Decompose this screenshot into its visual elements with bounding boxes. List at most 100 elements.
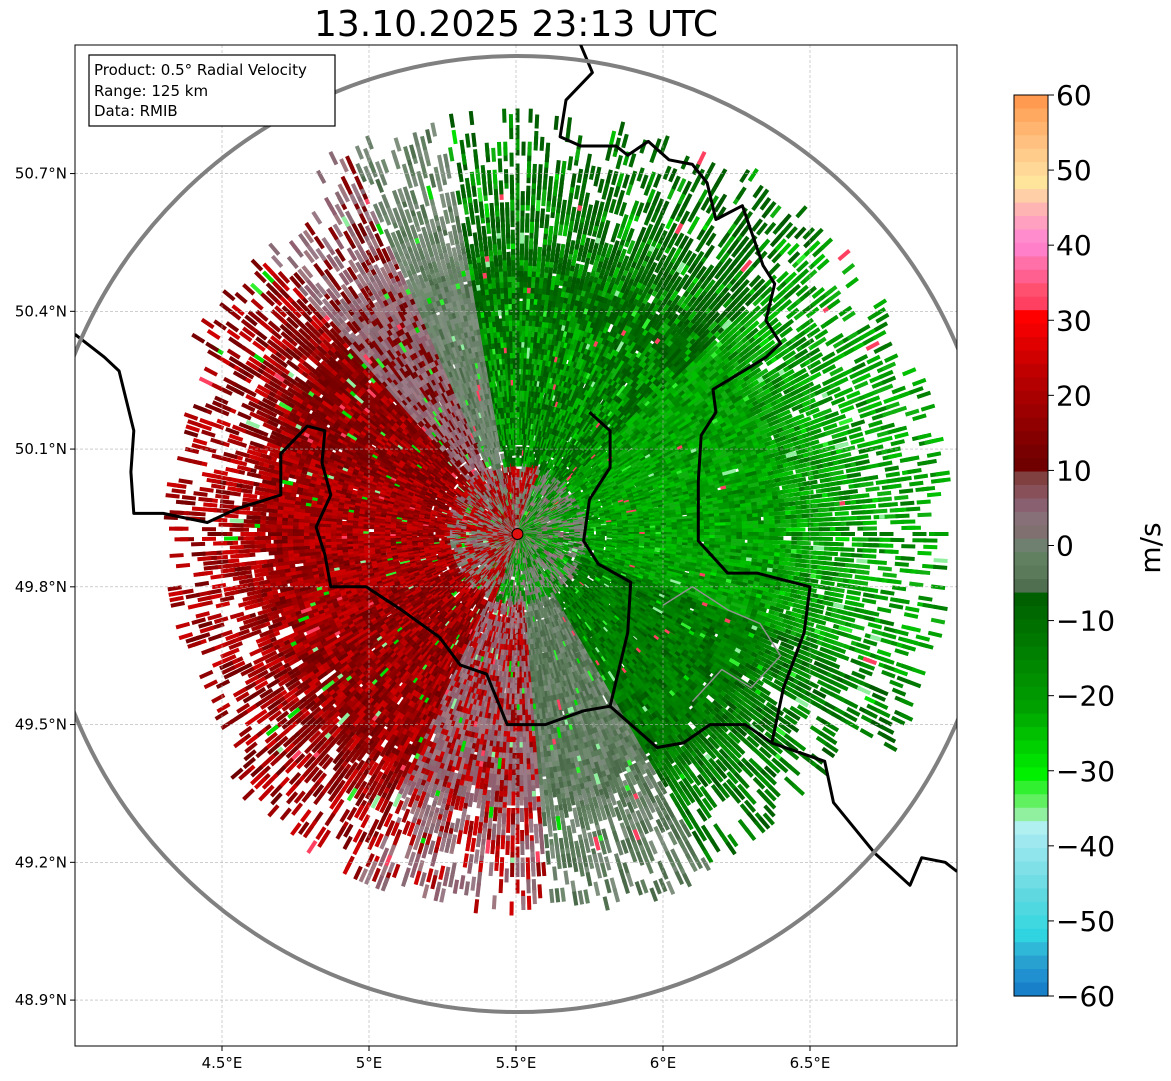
- colorbar-segment: [1014, 727, 1048, 742]
- y-tick-label: 50.7°N: [15, 165, 67, 183]
- colorbar-segment: [1014, 269, 1048, 284]
- colorbar-segment: [1014, 135, 1048, 150]
- colorbar-segment: [1014, 955, 1048, 970]
- colorbar-segment: [1014, 296, 1048, 311]
- colorbar-segment: [1014, 363, 1048, 379]
- colorbar-segment: [1014, 323, 1048, 338]
- colorbar-segment: [1014, 310, 1048, 325]
- colorbar-segment: [1014, 969, 1048, 984]
- info-range: Range: 125 km: [94, 82, 208, 100]
- colorbar-tick-label: 50: [1056, 154, 1092, 187]
- colorbar-segment: [1014, 484, 1048, 500]
- radar-site-marker: [511, 528, 524, 541]
- radar-map: 4.5°E 5°E 5.5°E 6°E 6.5°E 50.7°N 50.4°N 50.1°N 4…: [15, 44, 958, 1072]
- colorbar-segment: [1014, 538, 1048, 553]
- colorbar-segment: [1014, 390, 1048, 405]
- colorbar-segment: [1014, 283, 1048, 298]
- colorbar-segment: [1014, 242, 1048, 257]
- colorbar-segment: [1014, 700, 1048, 715]
- colorbar-segment: [1014, 579, 1048, 594]
- colorbar-segment: [1014, 848, 1048, 863]
- colorbar-segment: [1014, 95, 1048, 110]
- colorbar-segment: [1014, 525, 1048, 540]
- colorbar-segment: [1014, 337, 1048, 352]
- y-tick-label: 50.4°N: [15, 302, 67, 320]
- colorbar-segment: [1014, 202, 1048, 217]
- x-tick-label: 6°E: [650, 1054, 677, 1072]
- x-tick-label: 5°E: [356, 1054, 383, 1072]
- x-tick-label: 4.5°E: [202, 1054, 243, 1072]
- colorbar-segment: [1014, 458, 1048, 473]
- colorbar-segment: [1014, 659, 1048, 674]
- colorbar-segment: [1014, 377, 1048, 392]
- colorbar-segment: [1014, 767, 1048, 782]
- colorbar-segment: [1014, 861, 1048, 876]
- colorbar-tick-label: −10: [1056, 605, 1115, 638]
- colorbar-segment: [1014, 619, 1048, 634]
- colorbar-tick-label: 10: [1056, 454, 1092, 487]
- colorbar-tick-label: −60: [1056, 980, 1115, 1013]
- colorbar-segment: [1014, 417, 1048, 432]
- colorbar-segment: [1014, 404, 1048, 419]
- colorbar-tick-label: 0: [1056, 530, 1074, 563]
- colorbar-segment: [1014, 901, 1048, 916]
- gridlines: [75, 45, 957, 1046]
- y-tick-label: 49.8°N: [15, 578, 67, 596]
- colorbar-segment: [1014, 646, 1048, 661]
- admin-boundary: [662, 586, 782, 703]
- colorbar-label: m/s: [1134, 522, 1167, 573]
- range-ring: [75, 54, 957, 1014]
- colorbar-tick-label: 60: [1056, 79, 1092, 112]
- colorbar-segment: [1014, 632, 1048, 647]
- colorbar-segment: [1014, 874, 1048, 890]
- border-belgium-france: [75, 45, 812, 749]
- colorbar-tick-label: −20: [1056, 680, 1115, 713]
- colorbar-segment: [1014, 498, 1048, 513]
- colorbar-segment: [1014, 511, 1048, 526]
- chart-title: 13.10.2025 23:13 UTC: [313, 4, 719, 45]
- info-data: Data: RMIB: [94, 102, 178, 120]
- colorbar-segment: [1014, 229, 1048, 244]
- colorbar-tick-label: −50: [1056, 905, 1115, 938]
- y-tick-label: 48.9°N: [15, 991, 67, 1009]
- colorbar-segment: [1014, 121, 1048, 136]
- y-tick-label: 50.1°N: [15, 440, 67, 458]
- colorbar-segment: [1014, 256, 1048, 271]
- colorbar-segment: [1014, 780, 1048, 795]
- colorbar-segment: [1014, 565, 1048, 580]
- colorbar-tick-label: 20: [1056, 379, 1092, 412]
- colorbar-segment: [1014, 821, 1048, 836]
- colorbar-segment: [1014, 606, 1048, 621]
- colorbar-segment: [1014, 928, 1048, 943]
- colorbar-tick-label: −40: [1056, 830, 1115, 863]
- colorbar-segment: [1014, 592, 1048, 607]
- info-box: Product: 0.5° Radial Velocity Range: 125 …: [88, 54, 336, 127]
- border-france-germany: [771, 741, 957, 887]
- colorbar-segment: [1014, 740, 1048, 755]
- colorbar-segment: [1014, 915, 1048, 930]
- colorbar-segment: [1014, 673, 1048, 688]
- colorbar-tick-label: 30: [1056, 304, 1092, 337]
- colorbar-segment: [1014, 162, 1048, 177]
- colorbar-segment: [1014, 686, 1048, 701]
- colorbar-segment: [1014, 834, 1048, 849]
- colorbar-segment: [1014, 108, 1048, 123]
- info-product: Product: 0.5° Radial Velocity: [94, 61, 307, 79]
- colorbar-segment: [1014, 216, 1048, 231]
- y-tick-label: 49.2°N: [15, 853, 67, 871]
- colorbar-segment: [1014, 753, 1048, 768]
- colorbar-tick-label: −30: [1056, 755, 1115, 788]
- x-tick-label: 5.5°E: [496, 1054, 537, 1072]
- colorbar-segment: [1014, 807, 1048, 822]
- colorbar-segment: [1014, 942, 1048, 957]
- colorbar-segment: [1014, 552, 1048, 567]
- colorbar-segment: [1014, 431, 1048, 446]
- colorbar-tick-label: 40: [1056, 229, 1092, 262]
- y-tick-label: 49.5°N: [15, 716, 67, 734]
- colorbar-segment: [1014, 189, 1048, 204]
- colorbar-segment: [1014, 888, 1048, 903]
- colorbar-segment: [1014, 982, 1048, 997]
- colorbar-segment: [1014, 713, 1048, 728]
- colorbar-segment: [1014, 148, 1048, 163]
